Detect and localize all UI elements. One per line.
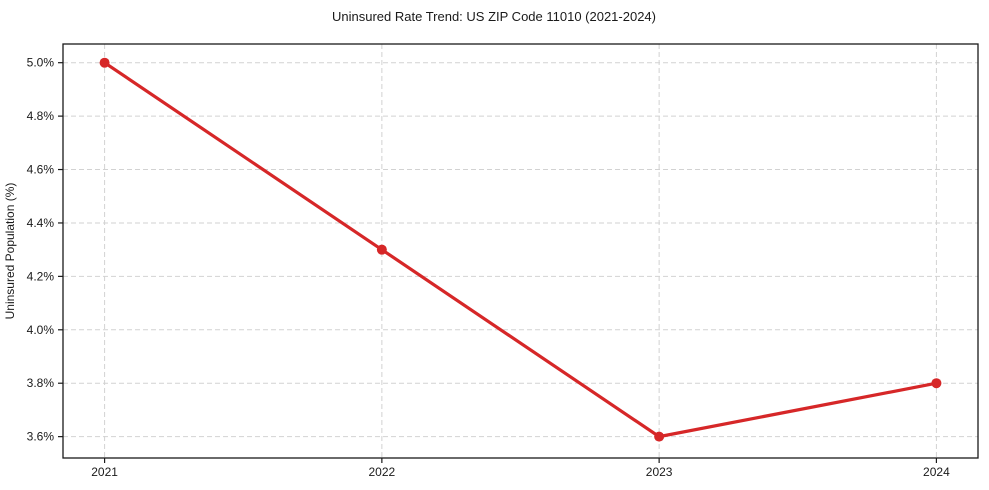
x-tick-label: 2022 [369, 465, 396, 479]
chart-title: Uninsured Rate Trend: US ZIP Code 11010 … [332, 9, 656, 24]
data-point [931, 378, 942, 389]
x-tick-label: 2024 [923, 465, 950, 479]
data-point [654, 431, 665, 442]
data-point [376, 244, 387, 255]
y-tick-label: 5.0% [27, 56, 55, 70]
x-tick-label: 2023 [646, 465, 673, 479]
data-point [99, 57, 110, 68]
y-tick-label: 3.8% [27, 376, 55, 390]
y-tick-label: 4.6% [27, 163, 55, 177]
y-tick-label: 3.6% [27, 430, 55, 444]
trend-line [102, 61, 939, 439]
y-axis-label: Uninsured Population (%) [3, 183, 17, 320]
x-tick-label: 2021 [91, 465, 118, 479]
y-tick-label: 4.4% [27, 216, 55, 230]
y-tick-label: 4.8% [27, 109, 55, 123]
plot-border [62, 43, 979, 459]
plot-area: 3.6% 3.8% 4.0% 4.2% 4.4% 4.6% 4.8% 5.0% 2021 2022… [27, 43, 979, 479]
y-tick-label: 4.0% [27, 323, 55, 337]
y-tick-label: 4.2% [27, 269, 55, 283]
